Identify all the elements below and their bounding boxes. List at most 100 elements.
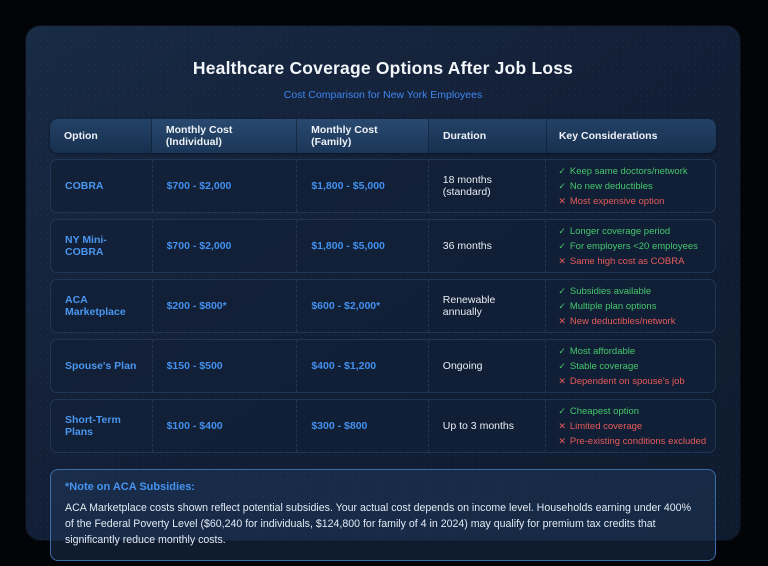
option-name: Short-Term Plans (65, 414, 121, 438)
check-icon: ✓ (558, 285, 566, 296)
consideration-text: For employers <20 employees (569, 240, 698, 252)
check-icon: ✓ (558, 165, 566, 176)
duration-cell: Up to 3 months (429, 400, 547, 452)
considerations-cell: ✓ Cheapest option ✕ Limited coverage ✕ Pre-ex… (546, 400, 715, 452)
consideration-item: ✓ Keep same doctors/network (558, 165, 687, 178)
duration-cell: Renewable annually (429, 280, 547, 332)
consideration-item: ✓ Cheapest option (558, 405, 639, 418)
main-panel: Healthcare Coverage Options After Job Lo… (26, 26, 740, 561)
duration-cell: Ongoing (429, 340, 547, 392)
cost-individual-value: $200 - $800* (166, 300, 227, 312)
cost-individual-cell: $100 - $400 (153, 400, 298, 452)
option-name: NY Mini-COBRA (65, 234, 107, 258)
duration-value: Renewable annually (442, 294, 496, 318)
table-row: ACA Marketplace $200 - $800* $600 - $2,0… (50, 279, 716, 333)
cost-individual-value: $700 - $2,000 (166, 240, 232, 252)
consideration-text: Keep same doctors/network (569, 165, 688, 177)
cross-icon: ✕ (558, 420, 566, 431)
cross-icon: ✕ (558, 195, 566, 206)
table-row: NY Mini-COBRA $700 - $2,000 $1,800 - $5,… (50, 219, 716, 273)
aca-subsidies-note: *Note on ACA Subsidies: ACA Marketplace … (50, 469, 716, 561)
check-icon: ✓ (558, 180, 566, 191)
column-header-option: Option (50, 119, 152, 153)
option-cell: COBRA (51, 160, 153, 212)
consideration-item: ✓ Multiple plan options (558, 300, 656, 313)
consideration-item: ✓ Stable coverage (558, 360, 638, 373)
cost-individual-cell: $700 - $2,000 (153, 220, 298, 272)
cost-family-cell: $600 - $2,000* (297, 280, 429, 332)
consideration-item: ✕ Same high cost as COBRA (558, 255, 684, 268)
consideration-text: New deductibles/network (569, 315, 676, 327)
consideration-item: ✓ For employers <20 employees (558, 240, 698, 253)
check-icon: ✓ (558, 225, 566, 236)
cost-family-cell: $300 - $800 (297, 400, 429, 452)
consideration-item: ✓ Most affordable (558, 345, 635, 358)
consideration-item: ✕ Most expensive option (558, 195, 664, 208)
consideration-item: ✓ Longer coverage period (558, 225, 670, 238)
cost-individual-cell: $150 - $500 (153, 340, 298, 392)
consideration-text: Most expensive option (569, 195, 665, 207)
consideration-item: ✕ Dependent on spouse's job (558, 375, 684, 388)
cost-family-value: $600 - $2,000* (311, 300, 381, 312)
cost-individual-value: $150 - $500 (166, 360, 223, 372)
cost-individual-value: $100 - $400 (166, 420, 223, 432)
column-header-considerations: Key Considerations (546, 119, 716, 153)
comparison-table: Option Monthly Cost (Individual) Monthly… (50, 119, 716, 453)
consideration-text: No new deductibles (569, 180, 653, 192)
table-row: COBRA $700 - $2,000 $1,800 - $5,000 18 m… (50, 159, 716, 213)
cost-family-value: $1,800 - $5,000 (311, 240, 385, 252)
cost-family-cell: $1,800 - $5,000 (297, 220, 429, 272)
check-icon: ✓ (558, 360, 566, 371)
cost-individual-cell: $700 - $2,000 (153, 160, 298, 212)
duration-value: 36 months (442, 240, 492, 252)
note-body: ACA Marketplace costs shown reflect pote… (65, 502, 691, 546)
consideration-text: Longer coverage period (569, 225, 671, 237)
check-icon: ✓ (558, 300, 566, 311)
duration-cell: 18 months (standard) (429, 160, 547, 212)
consideration-item: ✕ Limited coverage (558, 420, 642, 433)
cost-family-value: $300 - $800 (311, 420, 368, 432)
table-body: COBRA $700 - $2,000 $1,800 - $5,000 18 m… (50, 159, 716, 453)
table-header: Option Monthly Cost (Individual) Monthly… (50, 119, 716, 153)
check-icon: ✓ (558, 405, 566, 416)
check-icon: ✓ (558, 240, 566, 251)
consideration-item: ✕ Pre-existing conditions excluded (558, 435, 706, 448)
consideration-text: Same high cost as COBRA (569, 255, 685, 267)
column-header-cost-family: Monthly Cost (Family) (297, 119, 429, 153)
option-cell: Short-Term Plans (51, 400, 153, 452)
considerations-cell: ✓ Most affordable ✓ Stable coverage ✕ Depende… (546, 340, 715, 392)
consideration-text: Multiple plan options (569, 300, 657, 312)
option-name: ACA Marketplace (65, 294, 126, 318)
duration-value: Up to 3 months (442, 420, 514, 432)
consideration-item: ✕ New deductibles/network (558, 315, 675, 328)
cost-individual-value: $700 - $2,000 (166, 180, 232, 192)
table-row: Spouse's Plan $150 - $500 $400 - $1,200 … (50, 339, 716, 393)
considerations-cell: ✓ Subsidies available ✓ Multiple plan optio… (546, 280, 715, 332)
consideration-text: Pre-existing conditions excluded (569, 435, 707, 447)
duration-value: Ongoing (442, 360, 483, 372)
consideration-item: ✓ Subsidies available (558, 285, 651, 298)
note-title: *Note on ACA Subsidies: (65, 481, 195, 493)
column-header-cost-individual: Monthly Cost (Individual) (151, 119, 298, 153)
cost-family-value: $1,800 - $5,000 (311, 180, 385, 192)
consideration-item: ✓ No new deductibles (558, 180, 652, 193)
cross-icon: ✕ (558, 375, 566, 386)
consideration-text: Stable coverage (569, 360, 639, 372)
option-name: COBRA (65, 180, 104, 192)
cost-family-cell: $400 - $1,200 (297, 340, 429, 392)
page-title: Healthcare Coverage Options After Job Lo… (192, 58, 574, 78)
cost-family-cell: $1,800 - $5,000 (297, 160, 429, 212)
page-subtitle: Cost Comparison for New York Employees (283, 89, 483, 101)
considerations-cell: ✓ Longer coverage period ✓ For employers <2… (546, 220, 715, 272)
consideration-text: Cheapest option (569, 405, 640, 417)
cost-family-value: $400 - $1,200 (311, 360, 377, 372)
option-cell: ACA Marketplace (51, 280, 153, 332)
cost-individual-cell: $200 - $800* (153, 280, 298, 332)
option-cell: Spouse's Plan (51, 340, 153, 392)
consideration-text: Dependent on spouse's job (569, 375, 685, 387)
cross-icon: ✕ (558, 255, 566, 266)
cross-icon: ✕ (558, 435, 566, 446)
duration-cell: 36 months (429, 220, 547, 272)
option-name: Spouse's Plan (65, 360, 137, 372)
consideration-text: Limited coverage (569, 420, 643, 432)
